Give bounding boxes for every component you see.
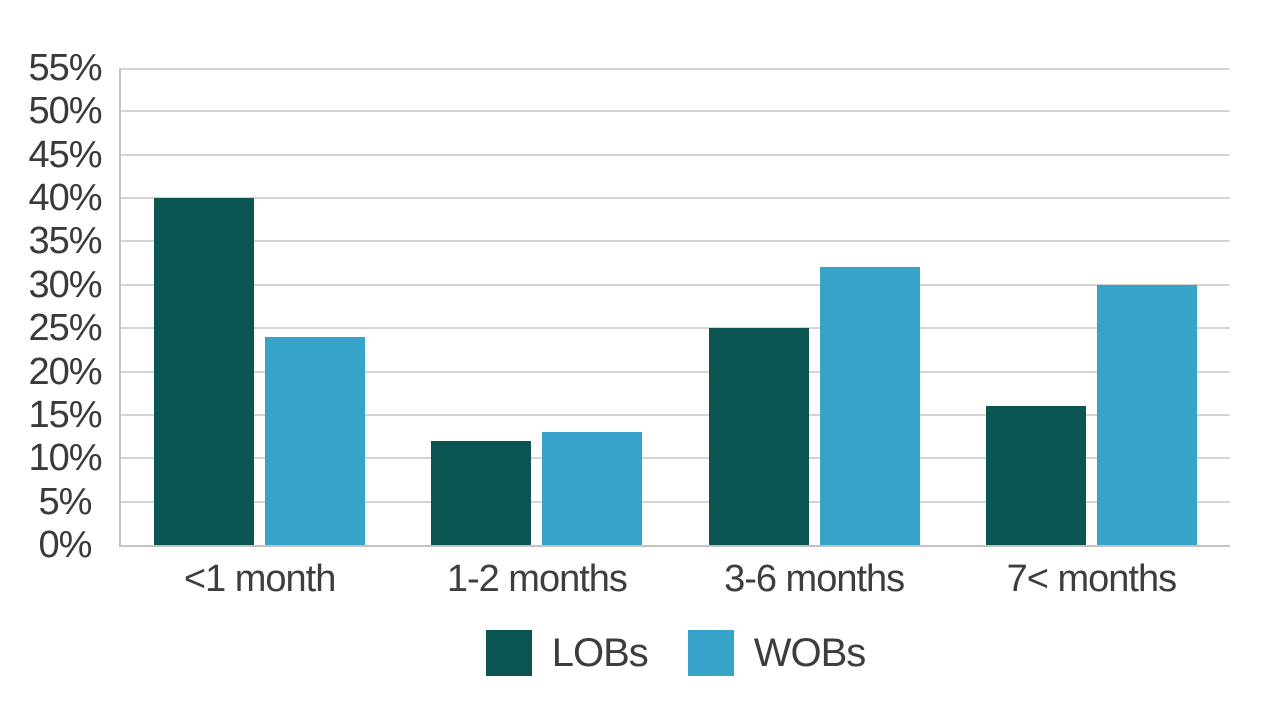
bar-lobs-7-months — [985, 406, 1086, 545]
gridline — [121, 153, 1230, 156]
gridline — [121, 110, 1230, 113]
gridline — [121, 68, 1230, 70]
bar-wobs-7-months — [1096, 284, 1197, 545]
x-axis-label-1-2-months: 1-2 months — [446, 558, 628, 600]
legend: LOBs WOBs — [121, 630, 1230, 676]
gridline — [121, 413, 1230, 416]
plot-area — [119, 68, 1230, 547]
gridline — [121, 370, 1230, 373]
y-axis-tick-label: 30% — [28, 263, 102, 306]
y-axis-tick-label: 50% — [28, 90, 102, 133]
x-axis-label-3-6-months: 3-6 months — [724, 558, 905, 600]
gridline — [121, 197, 1230, 200]
y-axis-tick-label: 20% — [28, 350, 102, 393]
y-axis-tick-label: 15% — [28, 393, 102, 436]
gridline — [121, 500, 1230, 503]
gridline — [121, 457, 1230, 460]
legend-label-wobs: WOBs — [753, 631, 867, 675]
y-axis-tick-label: 35% — [28, 220, 102, 263]
legend-item-wobs: WOBs — [687, 630, 867, 676]
legend-item-lobs: LOBs — [485, 630, 649, 676]
y-axis-tick-label: 40% — [28, 177, 102, 220]
y-axis: 0% 5% 10% 15% 20% 25% 30% 35% 40% 45% 50% 55% — [0, 49, 130, 564]
bar-group-3-6-months — [676, 68, 953, 545]
gridline — [121, 283, 1230, 286]
x-axis-label-7-months: 7< months — [1006, 558, 1178, 600]
y-axis-tick-label: 5% — [38, 480, 93, 523]
y-axis-tick-label: 45% — [28, 133, 102, 176]
legend-swatch-lobs — [485, 630, 532, 676]
bar-group-7-months — [953, 68, 1230, 545]
bar-group-1-month — [121, 68, 398, 545]
x-axis: <1 month 1-2 months 3-6 months 7< months — [121, 558, 1230, 602]
legend-swatch-wobs — [687, 630, 734, 676]
bar-lobs-1-2-months — [431, 440, 532, 545]
bar-lobs-1-month — [154, 198, 255, 545]
y-axis-tick-label: 55% — [28, 47, 102, 89]
y-axis-tick-label: 25% — [28, 307, 102, 350]
y-axis-tick-label: 10% — [28, 437, 102, 480]
legend-label-lobs: LOBs — [551, 631, 649, 675]
bar-group-1-2-months — [398, 68, 675, 545]
bar-wobs-1-2-months — [542, 432, 643, 545]
x-axis-label-1-month: <1 month — [183, 558, 337, 600]
bar-lobs-3-6-months — [708, 328, 809, 545]
y-axis-tick-label: 0% — [38, 524, 93, 566]
bar-wobs-3-6-months — [819, 267, 920, 545]
bar-wobs-1-month — [265, 336, 366, 545]
gridline — [121, 327, 1230, 330]
gridline — [121, 240, 1230, 243]
